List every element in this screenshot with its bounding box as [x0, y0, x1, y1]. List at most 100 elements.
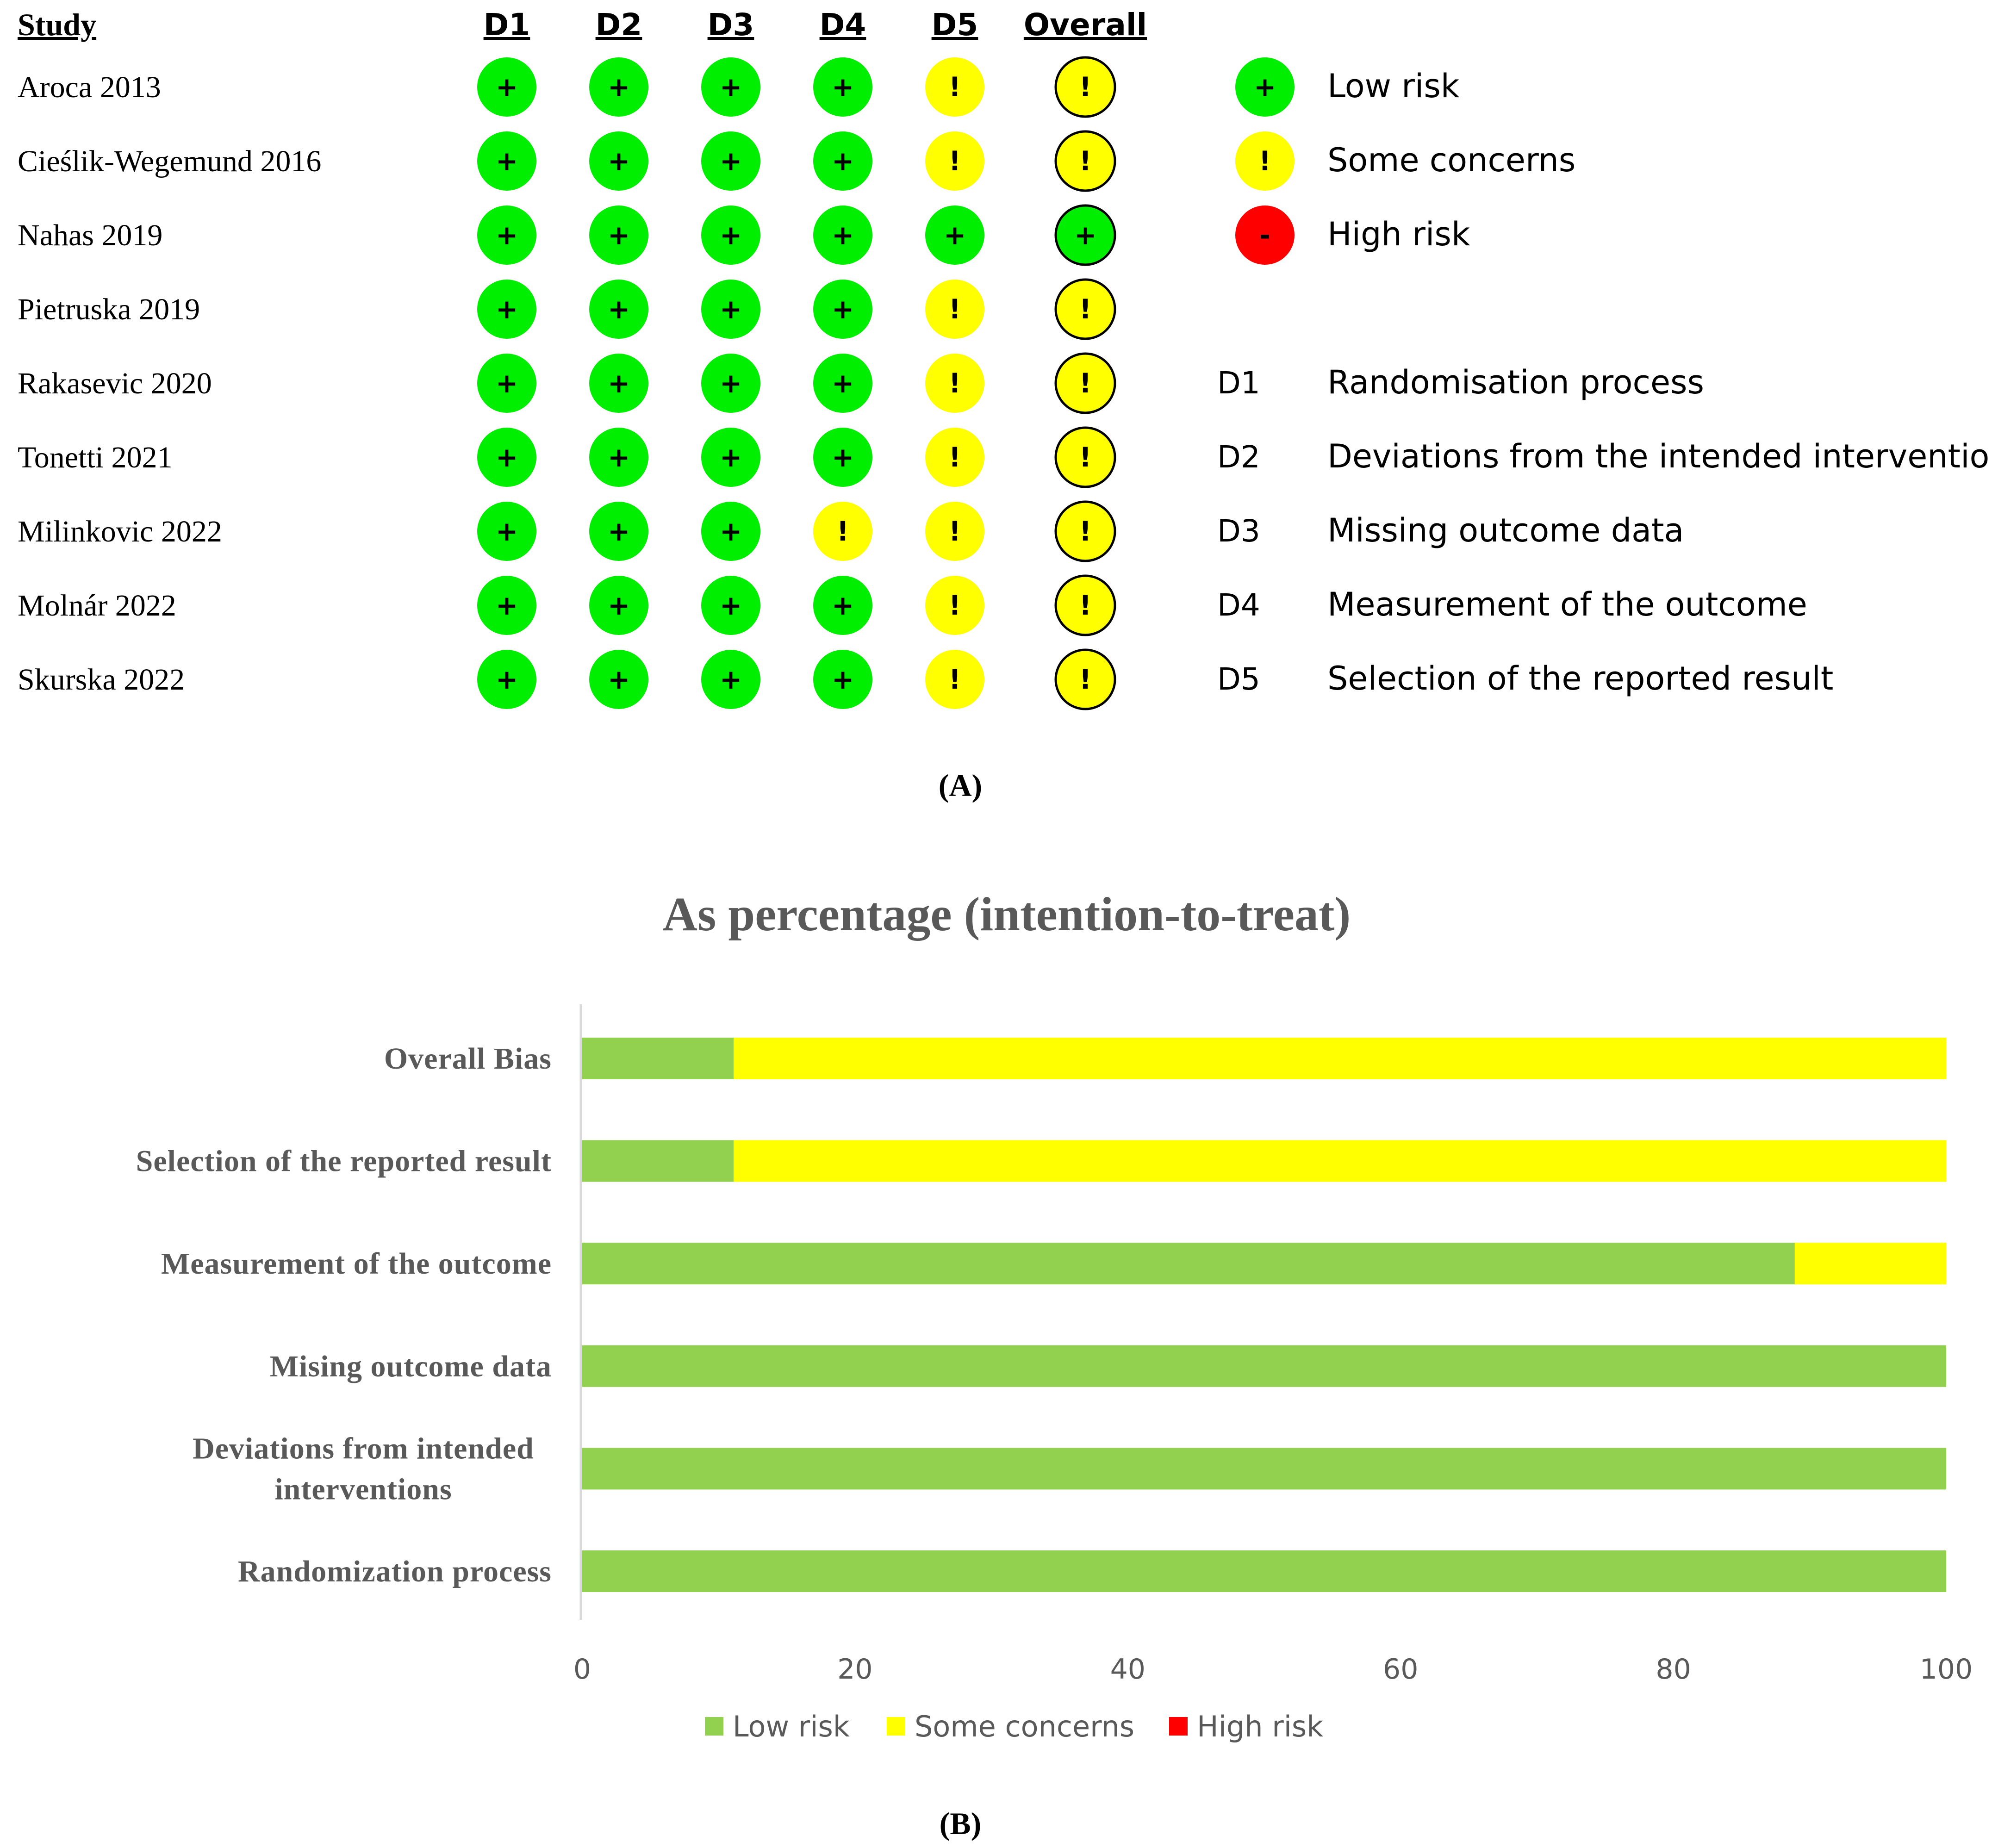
legend-swatch — [887, 1717, 905, 1736]
category-label: Mising outcome data — [270, 1350, 552, 1383]
judgement-d3-symbol: + — [720, 590, 742, 621]
judgement-overall-circle — [1054, 130, 1116, 192]
legend-low-circle — [1235, 57, 1295, 117]
judgement-d2-circle — [589, 428, 648, 487]
study-row: Rakasevic 2020 + + + +!! — [18, 352, 1116, 414]
x-tick-label: 40 — [1110, 1653, 1145, 1686]
panel-b-caption: (B) — [940, 1806, 982, 1841]
judgement-d2-symbol: + — [608, 367, 630, 399]
domain-legend-d2: D2 Deviations from the intended intervent… — [1217, 437, 1992, 475]
domain-code: D4 — [1217, 587, 1260, 623]
judgement-d2-symbol: + — [608, 664, 630, 695]
judgement-d1-circle — [477, 428, 536, 487]
study-column-header: Study — [18, 7, 96, 42]
judgement-d3-symbol: + — [720, 145, 742, 177]
judgement-overall-symbol: ! — [1079, 590, 1091, 621]
judgement-d5-symbol: ! — [949, 516, 961, 547]
judgement-d2-circle — [589, 650, 648, 709]
bar-low-risk — [582, 1345, 1946, 1387]
judgement-d4-circle — [813, 57, 872, 117]
chart-title: As percentage (intention-to-treat) — [663, 888, 1351, 941]
judgement-d1-circle — [477, 650, 536, 709]
judgement-d5-circle — [925, 280, 984, 339]
study-name: Rakasevic 2020 — [18, 367, 212, 400]
legend-label: High risk — [1197, 1710, 1323, 1743]
category-label: Overall Bias — [384, 1042, 552, 1076]
legend-swatch — [705, 1717, 723, 1736]
judgement-d5-symbol: ! — [949, 71, 961, 103]
judgement-d4-circle — [813, 354, 872, 413]
judgement-d3-symbol: + — [720, 516, 742, 547]
domain-code: D1 — [1217, 365, 1260, 401]
judgement-overall-symbol: + — [1074, 219, 1097, 251]
x-tick-label: 80 — [1656, 1653, 1691, 1686]
bar-some-concerns — [734, 1140, 1946, 1182]
legend-high-symbol: - — [1259, 219, 1270, 251]
judgement-overall-circle — [1054, 278, 1116, 340]
study-name: Aroca 2013 — [18, 70, 161, 104]
judgement-d1-symbol: + — [496, 590, 518, 621]
judgement-d2-symbol: + — [608, 219, 630, 251]
judgement-d3-circle — [701, 650, 760, 709]
judgement-overall-circle — [1054, 500, 1116, 562]
judgement-d5-circle — [925, 576, 984, 635]
judgement-overall-circle — [1054, 648, 1116, 710]
judgement-d4-symbol: + — [832, 664, 854, 695]
judgement-d1-circle — [477, 576, 536, 635]
judgement-d3-circle — [701, 205, 760, 265]
judgement-overall-circle — [1054, 204, 1116, 266]
judgement-d4-circle — [813, 280, 872, 339]
legend-swatch — [1169, 1717, 1188, 1736]
judgement-d5-circle — [925, 131, 984, 191]
judgement-d1-circle — [477, 280, 536, 339]
judgement-overall-symbol: ! — [1079, 367, 1091, 399]
judgement-d3-symbol: + — [720, 367, 742, 399]
legend-label: Low risk — [733, 1710, 850, 1743]
judgement-d3-symbol: + — [720, 293, 742, 325]
legend-item-high: - High risk — [1235, 205, 1470, 265]
study-name: Tonetti 2021 — [18, 441, 173, 474]
domain-label: Missing outcome data — [1327, 511, 1684, 549]
domain-label: Deviations from the intended interventio… — [1327, 437, 1992, 475]
x-tick-label: 20 — [837, 1653, 872, 1686]
judgement-d4-symbol: + — [832, 219, 854, 251]
domain-code: D3 — [1217, 513, 1260, 549]
judgement-d2-circle — [589, 57, 648, 117]
judgement-overall-symbol: ! — [1079, 145, 1091, 177]
judgement-overall-symbol: ! — [1079, 664, 1091, 695]
judgement-d5-circle — [925, 205, 984, 265]
judgement-d1-symbol: + — [496, 293, 518, 325]
judgement-d4-circle — [813, 576, 872, 635]
judgement-d4-circle — [813, 502, 872, 561]
judgement-d1-circle — [477, 354, 536, 413]
judgement-d5-symbol: ! — [949, 664, 961, 695]
legend-label: Some concerns — [1327, 141, 1575, 179]
study-name: Cieślik-Wegemund 2016 — [18, 144, 321, 178]
domain-label: Measurement of the outcome — [1327, 585, 1807, 623]
judgement-d1-symbol: + — [496, 219, 518, 251]
x-tick-label: 0 — [573, 1653, 591, 1686]
category-label: Deviations from intended — [193, 1431, 534, 1465]
judgement-d4-symbol: + — [832, 145, 854, 177]
judgement-d3-circle — [701, 428, 760, 487]
domain-legend-d5: D5 Selection of the reported result — [1217, 660, 1833, 697]
bar-low-risk — [582, 1243, 1795, 1285]
legend-item-low: + Low risk — [1235, 57, 1460, 117]
study-row: Cieślik-Wegemund 2016 + + + +!! — [18, 130, 1116, 192]
category-label: Randomization process — [238, 1555, 552, 1588]
judgement-d5-circle — [925, 57, 984, 117]
judgement-d2-circle — [589, 354, 648, 413]
legend-high-circle — [1235, 205, 1295, 265]
judgement-overall-circle — [1054, 352, 1116, 414]
category-label: Selection of the reported result — [136, 1145, 552, 1178]
judgement-d5-circle — [925, 502, 984, 561]
judgement-d1-symbol: + — [496, 442, 518, 473]
domain-header-d3: D3 — [708, 7, 754, 43]
legend-label: Low risk — [1327, 67, 1460, 105]
domain-legend-d4: D4 Measurement of the outcome — [1217, 585, 1807, 623]
judgement-overall-circle — [1054, 56, 1116, 118]
domain-header-d5: D5 — [932, 7, 978, 43]
bar-low-risk — [582, 1140, 734, 1182]
domain-header-d4: D4 — [820, 7, 866, 43]
judgement-d2-symbol: + — [608, 590, 630, 621]
